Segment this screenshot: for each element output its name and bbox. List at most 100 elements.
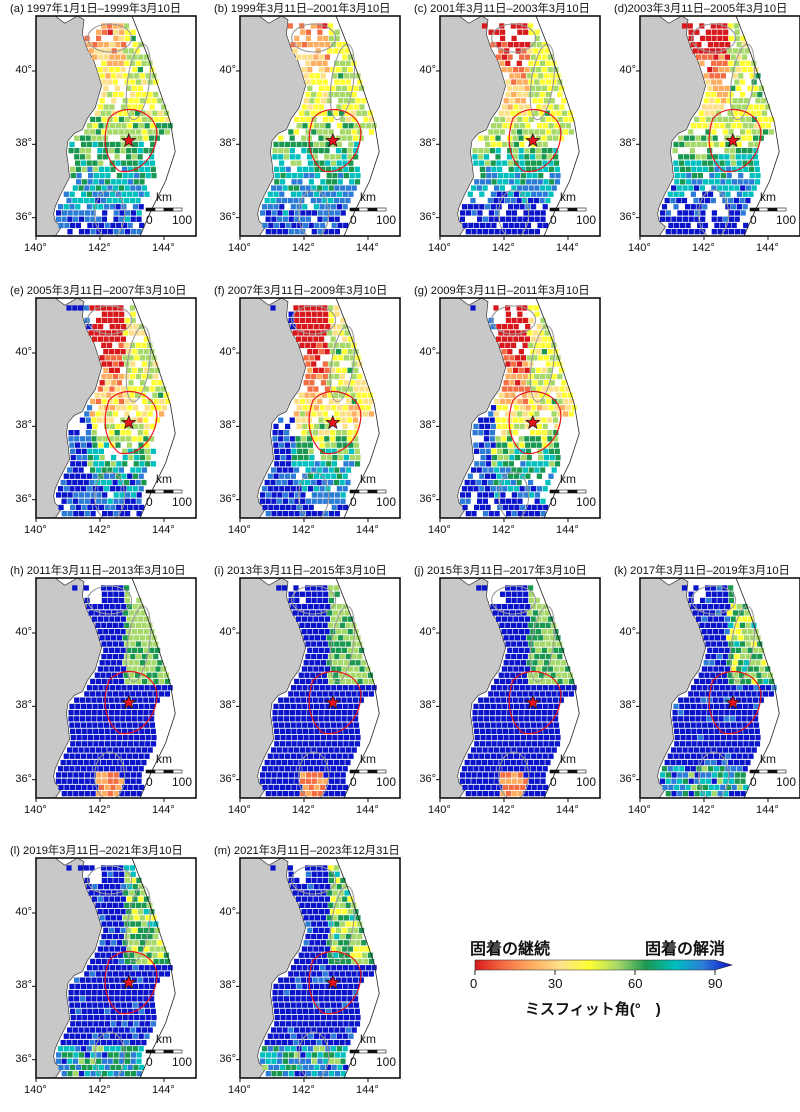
grid-cell [323,641,328,646]
grid-cell [740,129,745,134]
grid-cell [300,772,305,777]
grid-cell [79,492,84,497]
grid-cell [720,704,725,709]
grid-cell [263,785,268,790]
grid-cell [69,766,74,771]
grid-cell [318,418,323,423]
grid-cell [272,154,277,159]
grid-cell [509,173,514,178]
grid-cell [102,492,107,497]
grid-cell [113,79,118,84]
grid-cell [284,148,289,153]
grid-cell [100,111,105,116]
grid-cell [674,741,679,746]
grid-cell [62,779,67,784]
map-content [36,16,175,238]
grid-cell [473,424,478,429]
grid-cell [109,55,114,60]
grid-cell [491,204,496,209]
grid-cell [116,505,121,510]
grid-cell [151,173,156,178]
grid-cell [714,754,719,759]
grid-cell [274,192,279,197]
grid-cell [109,629,114,634]
grid-cell [700,217,705,222]
grid-cell [123,173,128,178]
grid-cell [121,386,126,391]
grid-cell [317,467,322,472]
grid-cell [302,766,307,771]
grid-cell [502,337,507,342]
scale-hundred-label: 100 [576,495,596,509]
grid-cell [534,654,539,659]
grid-cell [491,704,496,709]
scale-bar-segment [173,208,182,211]
grid-cell [498,173,503,178]
grid-cell [471,747,476,752]
grid-cell [137,418,142,423]
grid-cell [101,934,106,939]
grid-cell [312,318,317,323]
grid-cell [331,685,336,690]
grid-cell [133,766,138,771]
grid-cell [116,424,121,429]
grid-cell [88,735,93,740]
grid-cell [335,217,340,222]
grid-cell [307,349,312,354]
grid-cell [127,192,132,197]
grid-cell [293,48,298,53]
grid-cell [98,42,103,47]
grid-cell [70,729,75,734]
grid-cell [119,312,124,317]
grid-cell [125,779,130,784]
grid-cell [543,424,548,429]
grid-cell [547,418,552,423]
grid-cell [109,990,114,995]
grid-cell [274,167,279,172]
grid-cell [336,716,341,721]
grid-cell [64,192,69,197]
grid-cell [301,710,306,715]
grid-cell [67,499,72,504]
grid-cell [288,129,293,134]
grid-cell [134,173,139,178]
grid-cell [501,716,506,721]
grid-cell [127,123,132,128]
grid-cell [527,635,532,640]
grid-cell [288,760,293,765]
grid-cell [709,73,714,78]
grid-cell [721,660,726,665]
grid-cell [155,386,160,391]
grid-cell [490,710,495,715]
grid-cell [529,467,534,472]
grid-cell [284,698,289,703]
grid-cell [341,492,346,497]
grid-cell [531,723,536,728]
scale-bar-segment [768,208,777,211]
grid-cell [317,499,322,504]
grid-cell [144,192,149,197]
grid-cell [74,136,79,141]
grid-cell [712,36,717,41]
grid-cell [68,492,73,497]
grid-cell [125,959,130,964]
grid-cell [138,154,143,159]
grid-cell [86,698,91,703]
grid-cell [146,735,151,740]
grid-cell [324,436,329,441]
grid-cell [342,55,347,60]
latitude-label: 38° [610,137,636,149]
grid-cell [67,217,72,222]
grid-cell [554,723,559,728]
grid-cell [308,161,313,166]
grid-cell [766,685,771,690]
grid-cell [295,511,300,516]
grid-cell [102,229,107,234]
grid-cell [517,691,522,696]
grid-cell [720,685,725,690]
grid-cell [286,461,291,466]
grid-cell [75,204,80,209]
grid-cell [477,467,482,472]
grid-cell [471,467,476,472]
